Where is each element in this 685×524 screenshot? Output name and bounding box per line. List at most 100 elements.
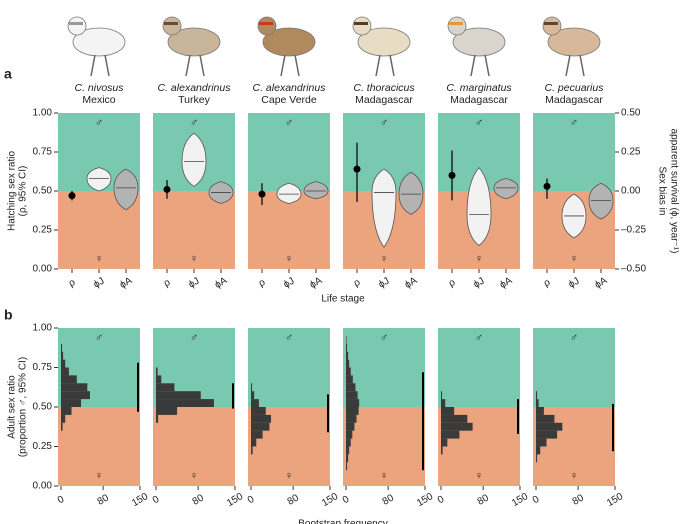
location: Madagascar bbox=[355, 94, 413, 106]
histogram-bar bbox=[251, 414, 272, 423]
histogram-bar bbox=[251, 446, 253, 455]
violin bbox=[398, 171, 424, 215]
y-tick-label: 0.50 bbox=[33, 186, 53, 197]
histogram-bar bbox=[346, 438, 351, 447]
x-tick-label: 150 bbox=[415, 491, 435, 509]
x-tick-label: 0 bbox=[246, 494, 257, 507]
y-tick-label: 1.00 bbox=[33, 323, 53, 334]
bird-leg bbox=[90, 54, 96, 77]
histogram-bar bbox=[346, 454, 349, 463]
histogram-bar bbox=[346, 414, 357, 423]
y-tick-label: 0.75 bbox=[33, 362, 53, 373]
histogram-bar bbox=[251, 391, 255, 400]
histogram-bar bbox=[536, 414, 555, 423]
rho-point bbox=[258, 190, 266, 198]
bird-leg bbox=[294, 54, 300, 77]
bird-body bbox=[167, 27, 221, 57]
y2-tick-label: 0.25 bbox=[621, 147, 641, 158]
violin bbox=[181, 132, 207, 187]
histogram-bar bbox=[61, 422, 63, 431]
y2-tick-label: 0.50 bbox=[621, 108, 641, 119]
female-symbol: ♀ bbox=[380, 470, 388, 482]
histogram-bar bbox=[536, 454, 538, 463]
male-symbol: ♂ bbox=[570, 332, 578, 344]
male-symbol: ♂ bbox=[475, 332, 483, 344]
location: Cape Verde bbox=[261, 94, 317, 106]
y-tick-label: 0.25 bbox=[33, 225, 53, 236]
x-tick-label: 150 bbox=[130, 491, 150, 509]
histogram-bar bbox=[346, 430, 353, 439]
species: C. pecuarius bbox=[545, 82, 605, 94]
histogram-bar bbox=[61, 375, 77, 384]
y-tick-label: 0.00 bbox=[33, 264, 53, 275]
histogram-bar bbox=[441, 446, 443, 455]
violin bbox=[466, 166, 492, 247]
histogram-bar bbox=[346, 399, 360, 407]
male-symbol: ♂ bbox=[380, 117, 388, 129]
histogram-bar bbox=[441, 430, 460, 439]
species: C. alexandrinus bbox=[253, 82, 327, 94]
y-axis-label: (ρ, 95% CI) bbox=[18, 166, 29, 217]
bird-head bbox=[447, 16, 467, 36]
facet: ♂♀ bbox=[438, 328, 520, 486]
histogram-bar bbox=[536, 391, 538, 400]
histogram-bar bbox=[346, 375, 353, 384]
bird-body bbox=[547, 27, 601, 57]
histogram-bar bbox=[61, 343, 63, 352]
bird-band bbox=[259, 22, 273, 25]
bird-leg bbox=[280, 54, 286, 77]
histogram-bar bbox=[61, 351, 64, 360]
y-tick-label: 0.50 bbox=[33, 402, 53, 413]
y-axis-label: Hatching sex ratio bbox=[7, 151, 18, 231]
male-symbol: ♂ bbox=[190, 117, 198, 129]
female-region bbox=[153, 191, 235, 269]
location: Madagascar bbox=[545, 94, 603, 106]
y-tick-label: 0.00 bbox=[33, 481, 53, 492]
bird-leg bbox=[579, 54, 585, 77]
bird-body bbox=[452, 27, 506, 57]
y-tick-label: 0.25 bbox=[33, 441, 53, 452]
panel-label: b bbox=[4, 307, 13, 323]
histogram-bar bbox=[61, 383, 88, 392]
x-tick-label: ρ bbox=[542, 277, 553, 290]
female-symbol: ♀ bbox=[285, 470, 293, 482]
x-tick-label: 0 bbox=[151, 494, 162, 507]
violin bbox=[371, 168, 397, 248]
histogram-bar bbox=[251, 399, 259, 407]
x-tick-label: 0 bbox=[531, 494, 542, 507]
x-tick-label: 80 bbox=[96, 492, 112, 507]
male-region bbox=[248, 113, 330, 191]
female-region bbox=[343, 407, 425, 486]
histogram-bar bbox=[536, 422, 563, 431]
histogram-bar bbox=[61, 367, 69, 376]
y2-axis-label: apparent survival (ϕ, year⁻¹) bbox=[668, 129, 679, 254]
species: C. thoracicus bbox=[353, 82, 415, 94]
facet: ♂♀ bbox=[533, 328, 615, 486]
female-symbol: ♀ bbox=[190, 253, 198, 265]
histogram-bar bbox=[346, 359, 350, 368]
histogram-bar bbox=[156, 399, 214, 407]
histogram-bar bbox=[346, 462, 348, 471]
histogram-bar bbox=[346, 343, 348, 352]
x-axis-label: Bootstrap frequency bbox=[298, 519, 388, 524]
histogram-bar bbox=[61, 407, 72, 415]
histogram-bar bbox=[61, 359, 66, 368]
histogram-bar bbox=[61, 414, 66, 423]
x-tick-label: 0 bbox=[436, 494, 447, 507]
y-axis-label: (proportion ♂, 95% CI) bbox=[18, 357, 29, 457]
violin bbox=[113, 168, 139, 211]
species: C. marginatus bbox=[446, 82, 512, 94]
histogram-bar bbox=[61, 399, 82, 407]
male-symbol: ♂ bbox=[285, 332, 293, 344]
histogram-bar bbox=[536, 407, 544, 415]
female-symbol: ♀ bbox=[475, 470, 483, 482]
bird-leg bbox=[375, 54, 381, 77]
histogram-bar bbox=[346, 391, 358, 400]
y-axis-label: Adult sex ratio bbox=[7, 375, 18, 439]
histogram-bar bbox=[536, 430, 558, 439]
bird-head bbox=[162, 16, 182, 36]
violin bbox=[86, 167, 112, 192]
male-symbol: ♂ bbox=[285, 117, 293, 129]
histogram-bar bbox=[251, 383, 253, 392]
male-region bbox=[438, 328, 520, 407]
